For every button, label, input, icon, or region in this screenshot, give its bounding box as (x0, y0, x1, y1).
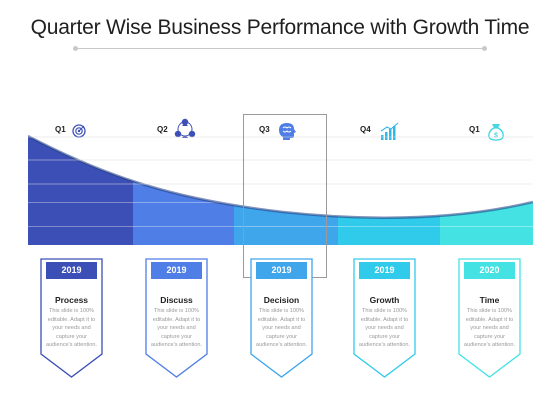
card-description: This slide is 100% editable. Adapt it to… (255, 308, 308, 349)
title-divider (73, 46, 487, 51)
year-badge: 2019 (256, 262, 307, 279)
quarter-label: Q4 (360, 125, 371, 134)
wave-band-4 (338, 136, 440, 245)
card-title: Time (479, 295, 500, 305)
growth-bars-icon (380, 122, 399, 140)
wave-curve-line (28, 134, 533, 219)
wave-band-5 (440, 136, 533, 245)
svg-text:$: $ (494, 133, 498, 140)
year-badge: 2019 (359, 262, 410, 279)
money-bag-icon: $ (488, 124, 504, 141)
card-title: Decision (263, 295, 300, 305)
stage-card-growth: 2019 Growth This slide is 100% editable.… (353, 258, 416, 378)
highlight-frame (243, 114, 327, 278)
year-badge: 2019 (46, 262, 97, 279)
quarter-marker-4: Q4 (360, 120, 420, 142)
card-description: This slide is 100% editable. Adapt it to… (150, 308, 203, 349)
card-title: Growth (369, 295, 400, 305)
stage-card-decision: 2019 Decision This slide is 100% editabl… (250, 258, 313, 378)
year-badge: 2019 (151, 262, 202, 279)
quarter-label: Q3 (259, 125, 270, 134)
card-title: Discuss (160, 295, 193, 305)
quarter-label: Q1 (469, 125, 480, 134)
quarter-label: Q2 (157, 125, 168, 134)
year-badge: 2020 (464, 262, 515, 279)
card-description: This slide is 100% editable. Adapt it to… (463, 308, 516, 349)
stage-card-discuss: 2019 Discuss This slide is 100% editable… (145, 258, 208, 378)
brain-head-icon (279, 123, 296, 140)
slide-title: Quarter Wise Business Performance with G… (30, 16, 530, 39)
wave-band-1 (28, 136, 133, 245)
card-description: This slide is 100% editable. Adapt it to… (358, 308, 411, 349)
quarter-marker-3: Q3 (259, 120, 319, 142)
stage-card-time: 2020 Time This slide is 100% editable. A… (458, 258, 521, 378)
target-icon (72, 124, 86, 138)
quarter-marker-1: Q1 (55, 120, 115, 142)
wave-band-2 (133, 136, 234, 245)
performance-wave (28, 134, 533, 245)
quarter-label: Q1 (55, 125, 66, 134)
card-description: This slide is 100% editable. Adapt it to… (45, 308, 98, 349)
card-title: Process (54, 295, 89, 305)
stage-card-process: 2019 Process This slide is 100% editable… (40, 258, 103, 378)
quarter-marker-5: Q1 $ (469, 120, 529, 142)
